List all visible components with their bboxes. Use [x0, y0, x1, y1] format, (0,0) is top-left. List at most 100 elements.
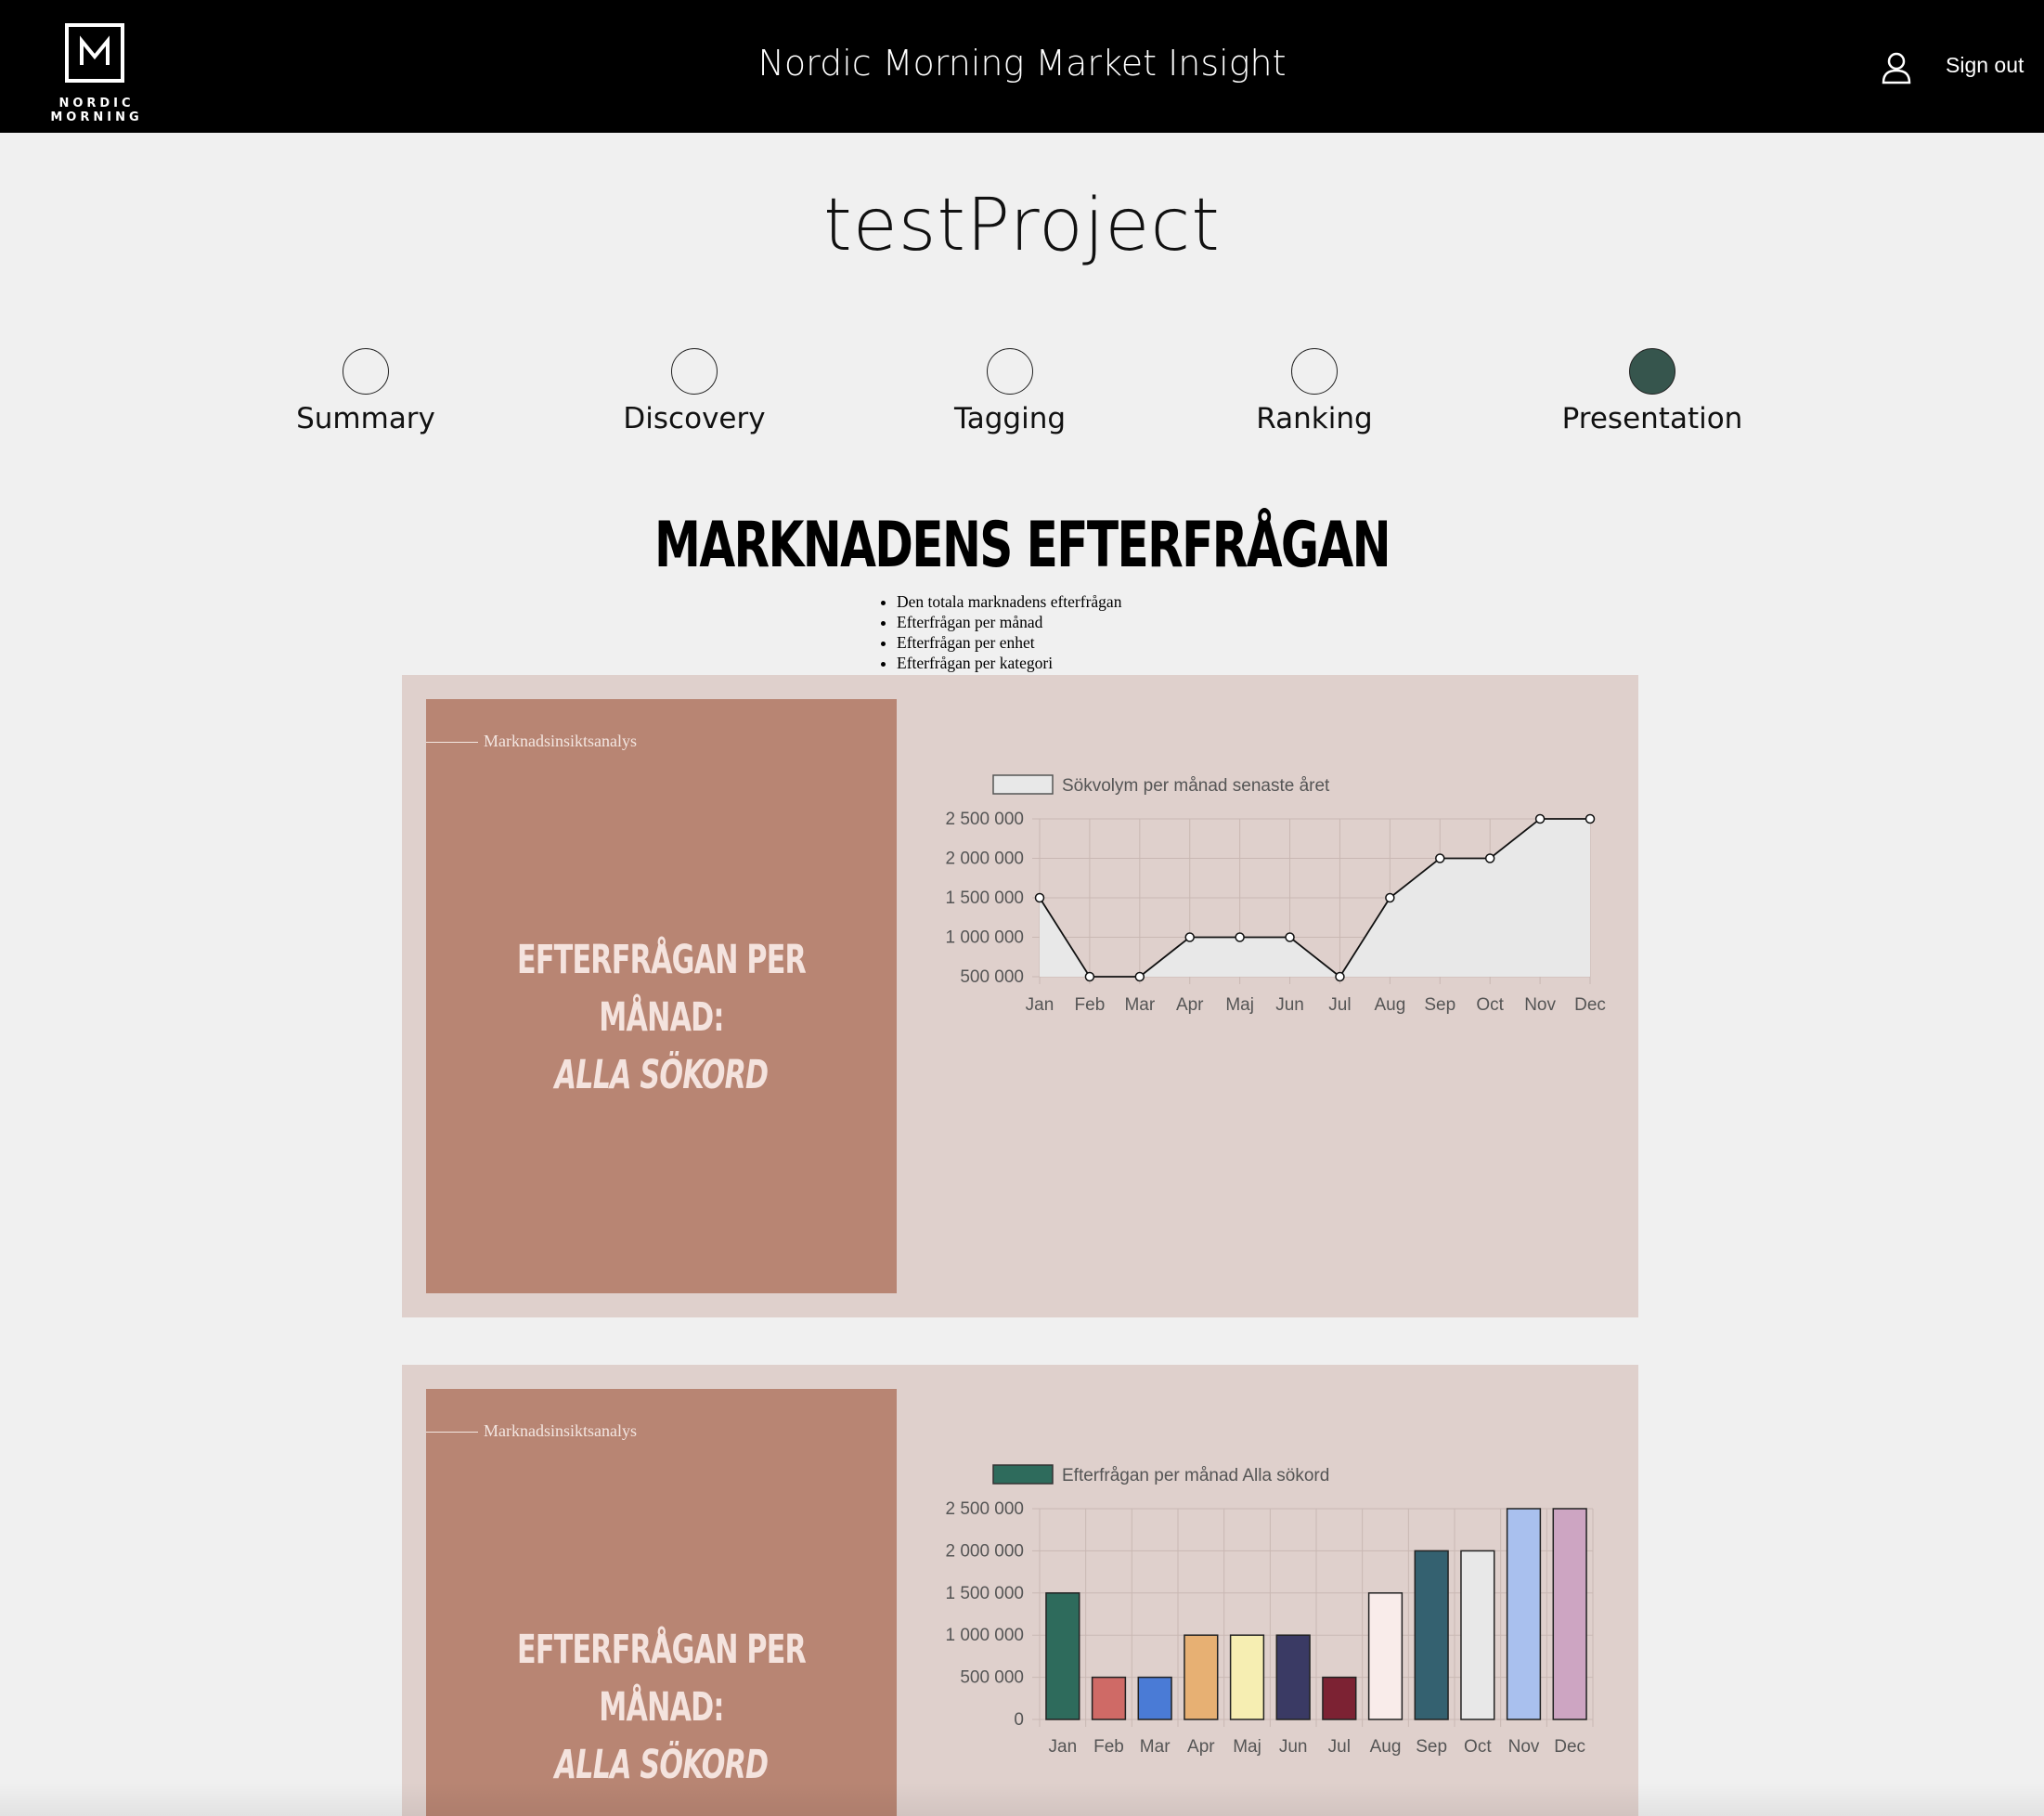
- bullet-item: Den totala marknadens efterfrågan: [897, 591, 1121, 612]
- bar: [1229, 1634, 1265, 1720]
- step-discovery[interactable]: Discovery: [555, 348, 834, 435]
- user-icon[interactable]: [1881, 51, 1912, 84]
- legend-swatch: [992, 1464, 1054, 1485]
- bar: [1045, 1592, 1080, 1720]
- legend-label: Efterfrågan per månad Alla sökord: [1062, 1466, 1329, 1485]
- data-point: [1084, 971, 1095, 982]
- slide-headline: EFTERFRÅGAN PER MÅNAD: ALLA SÖKORD: [516, 937, 807, 1098]
- legend-swatch: [992, 774, 1054, 795]
- bullet-item: Efterfrågan per kategori: [897, 653, 1121, 673]
- x-tick-label: Jul: [1328, 1737, 1351, 1757]
- step-indicator: [1291, 348, 1338, 395]
- step-label: Summary: [296, 402, 435, 435]
- slide-card-line: Marknadsinsiktsanalys EFTERFRÅGAN PER MÅ…: [402, 675, 1638, 1317]
- bar: [1552, 1508, 1587, 1720]
- bullet-item: Efterfrågan per månad: [897, 612, 1121, 632]
- bar: [1506, 1508, 1542, 1720]
- x-tick-label: Maj: [1233, 1737, 1261, 1757]
- y-tick-label: 1 000 000: [945, 928, 1024, 948]
- section-bullets: Den totala marknadens efterfrågan Efterf…: [878, 591, 1121, 673]
- step-presentation[interactable]: Presentation: [1513, 348, 1792, 435]
- x-tick-label: Sep: [1416, 1737, 1447, 1757]
- data-point: [1184, 932, 1195, 942]
- data-point: [1335, 971, 1345, 982]
- line-chart: Sökvolym per månad senaste året 500 000 1 …: [945, 774, 1606, 1015]
- data-point: [1034, 892, 1045, 903]
- y-tick-label: 500 000: [960, 967, 1024, 987]
- bar: [1414, 1550, 1449, 1720]
- data-point: [1435, 853, 1445, 863]
- y-tick-label: 2 000 000: [945, 850, 1024, 869]
- x-tick-label: Sep: [1424, 995, 1455, 1015]
- legend-label: Sökvolym per månad senaste året: [1062, 776, 1330, 796]
- bar: [1367, 1592, 1404, 1720]
- step-summary[interactable]: Summary: [226, 348, 505, 435]
- step-label: Tagging: [953, 402, 1067, 435]
- data-point: [1285, 932, 1295, 942]
- x-tick-label: Aug: [1370, 1737, 1402, 1757]
- x-tick-label: Mar: [1140, 1737, 1171, 1757]
- bar: [1460, 1550, 1495, 1720]
- data-point: [1585, 813, 1596, 824]
- project-title: testProject: [823, 184, 1221, 267]
- sign-out-link[interactable]: Sign out: [1946, 53, 2025, 77]
- x-tick-label: Feb: [1093, 1737, 1124, 1757]
- x-tick-label: Jan: [1049, 1737, 1078, 1757]
- y-tick-label: 2 000 000: [945, 1541, 1024, 1561]
- slide-side-panel: Marknadsinsiktsanalys EFTERFRÅGAN PER MÅ…: [426, 1389, 897, 1816]
- slide-side-panel: Marknadsinsiktsanalys EFTERFRÅGAN PER MÅ…: [426, 699, 897, 1293]
- bar: [1275, 1634, 1311, 1720]
- step-label: Discovery: [623, 402, 766, 435]
- x-tick-label: Apr: [1187, 1737, 1215, 1757]
- y-tick-label: 0: [1014, 1710, 1024, 1730]
- slide-card-bar: Marknadsinsiktsanalys EFTERFRÅGAN PER MÅ…: [402, 1365, 1638, 1816]
- bullet-item: Efterfrågan per enhet: [897, 632, 1121, 653]
- y-tick-label: 1 500 000: [945, 889, 1024, 908]
- bar: [1137, 1676, 1172, 1720]
- x-tick-label: Jun: [1275, 995, 1304, 1015]
- data-point: [1484, 853, 1495, 863]
- top-bar: NORDIC MORNING Nordic Morning Market Ins…: [0, 0, 2044, 133]
- x-tick-label: Nov: [1524, 995, 1556, 1015]
- x-tick-label: Oct: [1464, 1737, 1492, 1757]
- data-point: [1534, 813, 1546, 824]
- step-label: Presentation: [1561, 402, 1743, 435]
- x-tick-label: Dec: [1554, 1737, 1585, 1757]
- step-tagging[interactable]: Tagging: [871, 348, 1149, 435]
- x-tick-label: Maj: [1225, 995, 1254, 1015]
- step-indicator-active: [1629, 348, 1675, 395]
- x-tick-label: Oct: [1476, 995, 1504, 1015]
- x-tick-label: Mar: [1124, 995, 1155, 1015]
- y-tick-label: 500 000: [960, 1668, 1024, 1688]
- slide-eyebrow: Marknadsinsiktsanalys: [426, 732, 637, 751]
- scroll-shade: [0, 1783, 2044, 1816]
- x-tick-label: Apr: [1176, 995, 1204, 1015]
- step-indicator: [987, 348, 1033, 395]
- y-tick-label: 2 500 000: [945, 810, 1024, 829]
- slide-eyebrow: Marknadsinsiktsanalys: [426, 1421, 637, 1441]
- data-point: [1134, 971, 1145, 982]
- step-ranking[interactable]: Ranking: [1175, 348, 1454, 435]
- series-line: [1039, 818, 1590, 979]
- logo-text: NORDIC MORNING: [50, 97, 143, 124]
- data-point: [1385, 892, 1395, 903]
- section-title: MARKNADENS EFTERFRÅGAN: [654, 509, 1391, 582]
- x-tick-label: Jul: [1328, 995, 1351, 1015]
- y-tick-label: 2 500 000: [945, 1499, 1024, 1519]
- step-label: Ranking: [1256, 402, 1373, 435]
- bar: [1184, 1634, 1219, 1720]
- bar-chart: Efterfrågan per månad Alla sökord 0 500 00…: [945, 1464, 1594, 1757]
- y-tick-label: 1 000 000: [945, 1626, 1024, 1645]
- x-tick-label: Jun: [1279, 1737, 1308, 1757]
- y-tick-label: 1 500 000: [945, 1584, 1024, 1603]
- slide-headline: EFTERFRÅGAN PER MÅNAD: ALLA SÖKORD: [516, 1627, 807, 1788]
- x-tick-label: Feb: [1075, 995, 1106, 1015]
- x-tick-label: Aug: [1374, 995, 1405, 1015]
- x-tick-label: Dec: [1574, 995, 1606, 1015]
- bar: [1091, 1676, 1127, 1720]
- x-tick-label: Jan: [1026, 995, 1054, 1015]
- x-tick-label: Nov: [1508, 1737, 1540, 1757]
- app-title: Nordic Morning Market Insight: [757, 43, 1287, 84]
- logo-icon[interactable]: [65, 23, 124, 83]
- data-point: [1235, 932, 1245, 942]
